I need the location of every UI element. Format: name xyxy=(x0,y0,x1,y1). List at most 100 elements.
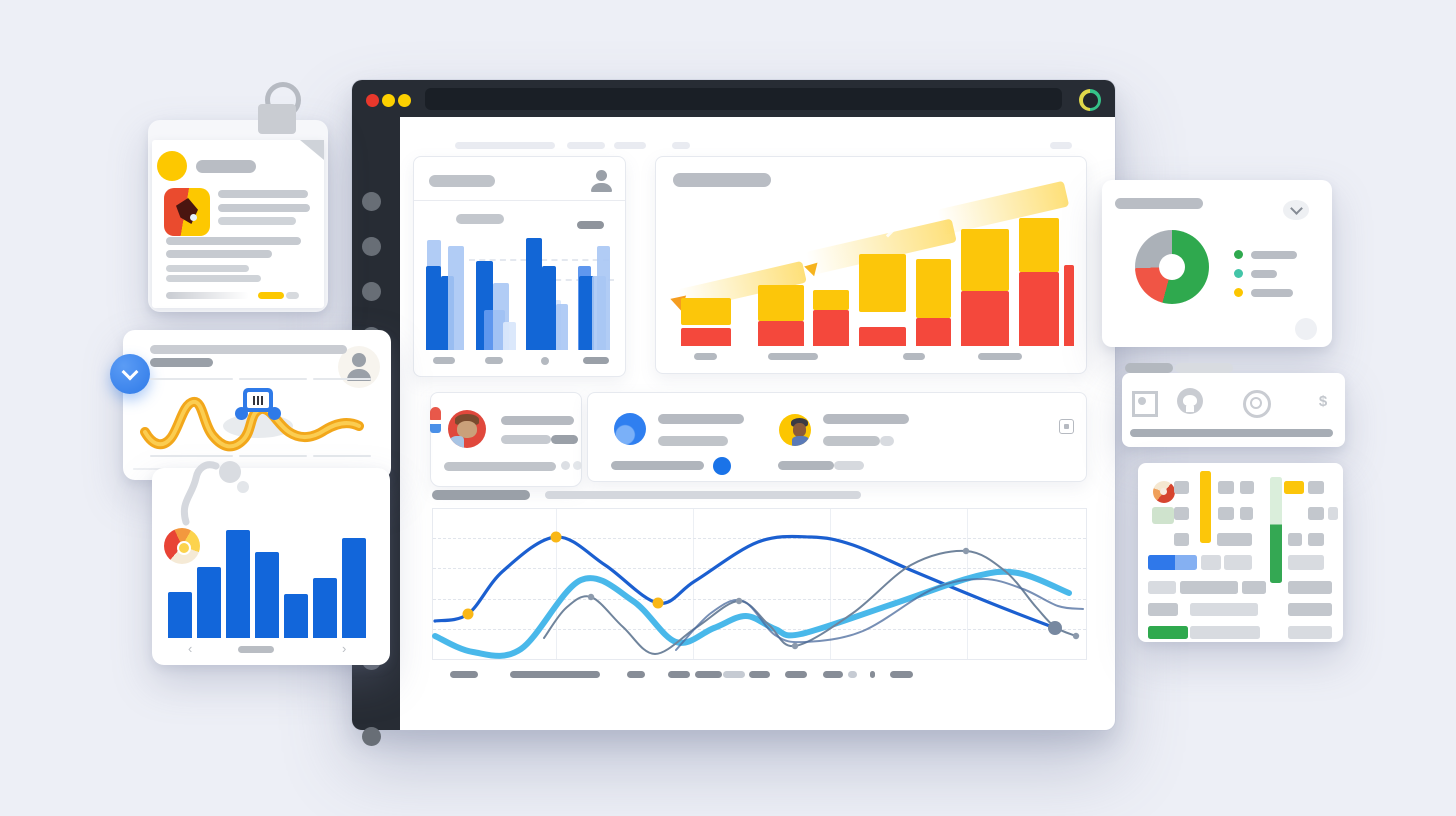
skeleton-pill xyxy=(150,455,233,457)
send-action-dot[interactable] xyxy=(713,457,731,475)
prev-page-chevron[interactable]: ‹ xyxy=(188,641,193,656)
user-avatar[interactable] xyxy=(614,413,646,445)
tick-label-skeleton xyxy=(723,671,745,678)
bar-yellow xyxy=(1019,218,1059,272)
table-cell xyxy=(1190,626,1260,639)
browser-profile-avatar[interactable] xyxy=(1079,89,1101,111)
bar xyxy=(542,266,556,350)
card-title-skeleton xyxy=(673,173,771,187)
donut-chart xyxy=(1135,230,1209,304)
skeleton-pill xyxy=(313,455,371,457)
legend-dot xyxy=(1234,269,1243,278)
reaction-dot[interactable] xyxy=(573,461,582,470)
x-axis-ticks xyxy=(432,671,1085,679)
card-comment xyxy=(430,392,582,487)
table-cell xyxy=(1174,481,1189,494)
rail-nav-dot[interactable] xyxy=(362,192,381,211)
marker-dot xyxy=(652,597,664,609)
bar xyxy=(284,594,308,638)
table-cell xyxy=(1308,533,1324,546)
gridline-v xyxy=(830,509,831,659)
table-cell xyxy=(1218,507,1234,520)
rail-nav-dot[interactable] xyxy=(362,727,381,746)
tick-label-skeleton xyxy=(541,357,549,365)
skeleton-pill xyxy=(614,142,646,149)
gridline-v xyxy=(693,509,694,659)
bar-red xyxy=(758,321,804,346)
address-bar[interactable] xyxy=(425,88,1062,110)
bar xyxy=(503,322,516,350)
minimize-window-button[interactable] xyxy=(382,93,395,107)
bar xyxy=(197,567,221,638)
marker-dot xyxy=(735,597,743,605)
rail-nav-dot[interactable] xyxy=(362,282,381,301)
scrollbar-handle[interactable] xyxy=(238,646,274,653)
browser-titlebar xyxy=(352,80,1115,117)
skeleton-pill xyxy=(1050,142,1072,149)
close-window-button[interactable] xyxy=(366,93,379,107)
table-cell xyxy=(1201,555,1221,570)
browser-window xyxy=(352,80,1115,746)
expand-icon[interactable] xyxy=(1059,419,1074,434)
marker-dot xyxy=(791,642,799,650)
table-cell xyxy=(1224,555,1252,570)
github-icon[interactable] xyxy=(1177,388,1203,414)
maximize-window-button[interactable] xyxy=(398,93,411,107)
table-cell xyxy=(1288,603,1332,616)
user-avatar[interactable] xyxy=(779,414,811,446)
skeleton-pill xyxy=(239,455,307,457)
skeleton-pill xyxy=(501,416,574,425)
series-light-blue xyxy=(432,568,1072,659)
chevron-down-icon xyxy=(1289,202,1303,215)
legend-dot xyxy=(1234,250,1243,259)
skeleton-pill xyxy=(455,142,555,149)
ring-app-icon[interactable] xyxy=(1132,391,1158,417)
tick-label-skeleton xyxy=(433,357,455,364)
dollar-icon[interactable]: $ xyxy=(1318,392,1328,410)
table-cell xyxy=(1240,481,1254,494)
skeleton-pill xyxy=(258,292,284,299)
card-header xyxy=(414,157,625,201)
app-icon[interactable] xyxy=(164,188,210,236)
spreadsheet-card xyxy=(1138,463,1343,642)
mini-barchart-card: ‹ › xyxy=(152,461,390,665)
bar-yellow xyxy=(813,290,849,310)
table-cell xyxy=(1190,603,1258,616)
marker-dot xyxy=(550,531,562,543)
user-avatar[interactable] xyxy=(338,346,380,388)
marker-dot xyxy=(1072,632,1080,640)
skeleton-pill xyxy=(166,265,249,272)
skeleton-pill xyxy=(1175,363,1233,373)
skeleton-pill xyxy=(658,436,728,446)
tick-label-skeleton xyxy=(768,353,818,360)
series-medium xyxy=(675,577,1084,651)
card-title-skeleton xyxy=(429,175,495,187)
table-cell xyxy=(1308,481,1324,494)
table-cell xyxy=(1240,507,1253,520)
skeleton-pill xyxy=(444,462,556,471)
card-activity-feed xyxy=(587,392,1087,482)
tick-label-skeleton xyxy=(749,671,770,678)
skeleton-pill xyxy=(166,250,272,258)
tick-label-skeleton xyxy=(485,357,503,364)
table-cell xyxy=(1270,477,1282,583)
tick-label-skeleton xyxy=(785,671,807,678)
skeleton-pill xyxy=(551,435,578,444)
bar-red xyxy=(813,310,849,346)
skeleton-pill xyxy=(567,142,605,149)
reaction-dot[interactable] xyxy=(561,461,570,470)
skeleton-pill xyxy=(218,217,296,225)
record-icon[interactable] xyxy=(1243,390,1271,418)
tick-label-skeleton xyxy=(823,671,843,678)
rail-nav-dot[interactable] xyxy=(362,237,381,256)
tick-label-skeleton xyxy=(510,671,600,678)
collapse-button[interactable] xyxy=(1283,200,1309,220)
gridline-v xyxy=(556,509,557,659)
next-page-chevron[interactable]: › xyxy=(342,641,347,656)
user-avatar[interactable] xyxy=(448,410,486,448)
bar xyxy=(342,538,366,638)
filter-chip[interactable] xyxy=(577,221,604,229)
bar-yellow xyxy=(681,298,731,325)
bar xyxy=(168,592,192,638)
expand-notification-button[interactable] xyxy=(110,354,150,394)
